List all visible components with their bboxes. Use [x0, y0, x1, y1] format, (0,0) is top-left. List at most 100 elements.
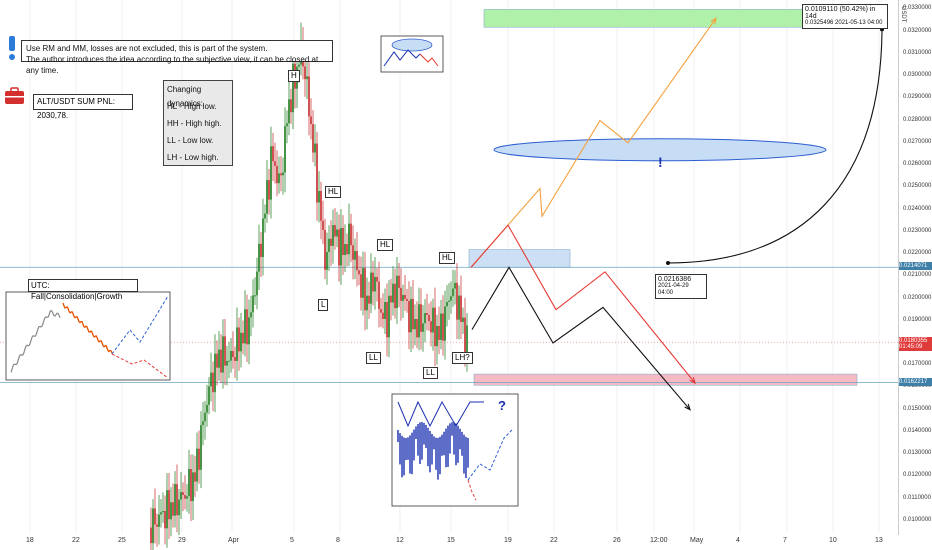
candle-body [436, 325, 438, 347]
candle-body [326, 251, 328, 270]
candle-body [322, 220, 324, 230]
marker-h: H [288, 70, 300, 82]
candle-body [360, 274, 362, 298]
date-tick: 25 [118, 537, 126, 544]
candle-body [340, 227, 342, 266]
price-tick: 0.0190000 [903, 316, 932, 323]
candle-body [434, 307, 436, 347]
inset-growth [111, 295, 169, 355]
candle-body [164, 510, 166, 529]
candle-body [234, 356, 236, 361]
candle-body [448, 300, 450, 302]
candle-body [258, 243, 260, 272]
candle-body [462, 317, 464, 322]
candle-body [254, 295, 256, 297]
system-note: Use RM and MM, losses are not excluded, … [21, 40, 333, 75]
candle-body [466, 325, 468, 355]
dynamics-item: LL - Low low. [167, 136, 214, 145]
candle-body [316, 143, 318, 203]
date-tick: 18 [26, 537, 34, 544]
grid [29, 0, 880, 532]
price-tick: 0.0130000 [903, 450, 932, 457]
candle-body [382, 312, 384, 319]
candle-body [242, 332, 244, 344]
candle-body [194, 472, 196, 482]
question-mark: ? [498, 398, 506, 413]
candle-body [378, 281, 380, 310]
price-tick: 0.0300000 [903, 72, 932, 79]
candle-body [266, 180, 268, 214]
candle-body [170, 502, 172, 520]
candle-body [190, 468, 192, 502]
candle-body [346, 244, 348, 255]
candle-body [332, 225, 334, 246]
candle-body [212, 372, 214, 393]
date-tick: 15 [447, 537, 455, 544]
candle-body [298, 64, 300, 67]
candle-body [350, 223, 352, 246]
candle-body [358, 270, 360, 275]
briefcase-icon [5, 87, 24, 104]
marker-l: L [318, 299, 329, 311]
candle-body [314, 143, 316, 153]
candle-body [330, 238, 332, 246]
candle-body [366, 295, 368, 311]
candle-body [356, 250, 358, 271]
candle-body [272, 146, 274, 162]
candle-body [394, 283, 396, 309]
arrow-head [684, 403, 691, 411]
candle-body [208, 386, 210, 405]
candle-body [172, 502, 174, 516]
candle-body [250, 312, 252, 318]
scenario-path-red [470, 224, 696, 384]
candle-body [152, 508, 154, 544]
scenario-path-black [471, 266, 691, 411]
candle-body [376, 276, 378, 282]
candle-body [216, 353, 218, 368]
measure-curve [667, 31, 883, 264]
utc-label: UTC: Fall|Consolidation|Growth [28, 279, 138, 301]
candle-body [408, 300, 410, 333]
price-tick: 0.0320000 [903, 27, 932, 34]
candle-body [186, 496, 188, 499]
base-annotation: 0.0216386 2021-04-29 04:00 [655, 274, 707, 299]
candle-body [232, 351, 234, 357]
inset-fall-dash [467, 479, 477, 501]
date-tick: 22 [550, 537, 558, 544]
candle-body [290, 99, 292, 113]
price-levels [0, 266, 898, 383]
candle-body [276, 165, 278, 184]
candle-body [318, 190, 320, 203]
candle-body [454, 282, 456, 289]
candle-body [220, 349, 222, 373]
candle-body [368, 295, 370, 304]
candle-body [380, 309, 382, 313]
candle-body [392, 283, 394, 303]
candle-body [180, 492, 182, 500]
candle-body [236, 327, 238, 361]
price-tick: 0.0230000 [903, 227, 932, 234]
price-tick: 0.0220000 [903, 250, 932, 257]
arrow-head [689, 377, 696, 385]
candle-body [268, 180, 270, 200]
zone-support [473, 373, 858, 386]
dynamics-item: HH - High high. [167, 119, 222, 128]
price-label: 0.0180355 01:45:09 [899, 337, 932, 352]
candle-body [306, 76, 308, 80]
candle-body [312, 124, 314, 153]
date-tick: 12:00 [650, 537, 668, 544]
candle-body [354, 250, 356, 260]
candle-body [422, 323, 424, 332]
candle-body [334, 225, 336, 237]
price-tick: 0.0260000 [903, 161, 932, 168]
candle-body [418, 304, 420, 338]
candle-body [280, 173, 282, 176]
candle-body [196, 448, 198, 482]
candle-body [308, 76, 310, 117]
inset-growth [467, 429, 513, 481]
date-tick: 22 [72, 537, 80, 544]
date-tick: 12 [396, 537, 404, 544]
price-tick: 0.0310000 [903, 49, 932, 56]
price-tick: 0.0160000 [903, 383, 932, 390]
